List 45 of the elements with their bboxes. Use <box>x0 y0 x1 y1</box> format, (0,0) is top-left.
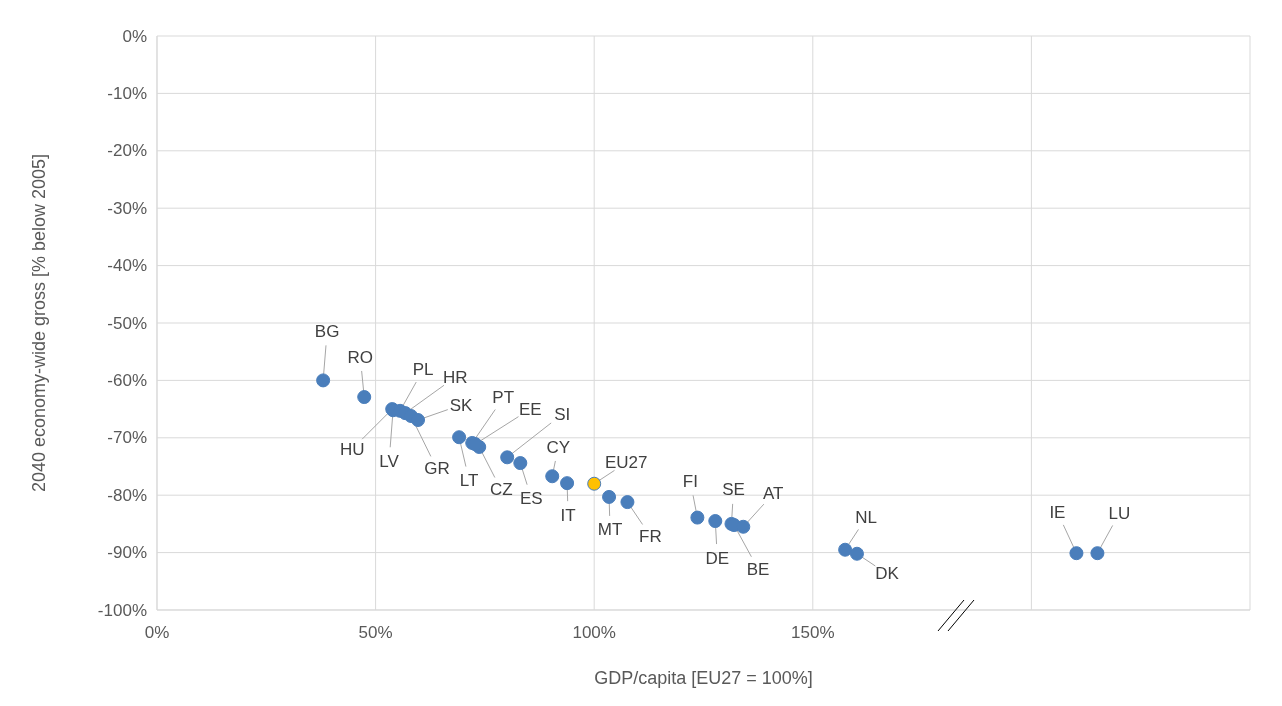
y-tick-label: -50% <box>107 313 147 333</box>
y-tick-label: 0% <box>122 26 147 46</box>
data-label: DK <box>875 564 900 584</box>
data-label: FR <box>639 526 662 546</box>
data-label: EE <box>518 399 542 419</box>
data-label: ES <box>519 488 543 508</box>
y-tick-label: -70% <box>107 428 147 448</box>
y-tick-label: -30% <box>107 198 147 218</box>
data-label: GR <box>424 459 450 479</box>
data-label: LU <box>1108 503 1131 523</box>
y-tick-label: -60% <box>107 370 147 390</box>
y-tick-label: -100% <box>97 600 147 620</box>
data-label: LT <box>459 470 479 490</box>
x-axis-title: GDP/capita [EU27 = 100%] <box>594 668 813 688</box>
y-tick-label: -80% <box>107 485 147 505</box>
data-label: CZ <box>489 480 513 500</box>
y-axis-title: 2040 economy-wide gross [% below 2005] <box>29 153 49 493</box>
y-tick-label: -20% <box>107 141 147 161</box>
data-label: BG <box>314 321 340 341</box>
data-label: FI <box>682 472 698 492</box>
data-label: EU27 <box>604 453 648 473</box>
data-label: HU <box>339 439 365 459</box>
x-tick-label: 100% <box>572 623 616 642</box>
data-label: DE <box>705 548 730 568</box>
data-label: SE <box>722 480 745 500</box>
data-label: NL <box>855 508 878 528</box>
data-label: BE <box>746 559 770 579</box>
data-label: MT <box>597 520 623 540</box>
data-label: CY <box>546 437 571 457</box>
x-tick-label: 50% <box>358 623 393 642</box>
data-label: PL <box>412 360 434 380</box>
y-tick-label: -40% <box>107 256 147 276</box>
data-label: RO <box>347 347 373 367</box>
y-tick-label: -90% <box>107 543 147 563</box>
data-label: LV <box>379 451 400 471</box>
data-label: AT <box>763 484 784 504</box>
data-label: HR <box>443 367 468 387</box>
data-label: SI <box>554 404 571 424</box>
y-tick-label: -10% <box>107 83 147 103</box>
x-tick-label: 150% <box>791 623 835 642</box>
data-label: PT <box>492 388 515 408</box>
data-label: IE <box>1049 502 1066 522</box>
data-label: IT <box>560 505 576 525</box>
data-label: SK <box>449 395 473 415</box>
x-tick-label: 0% <box>144 623 170 642</box>
